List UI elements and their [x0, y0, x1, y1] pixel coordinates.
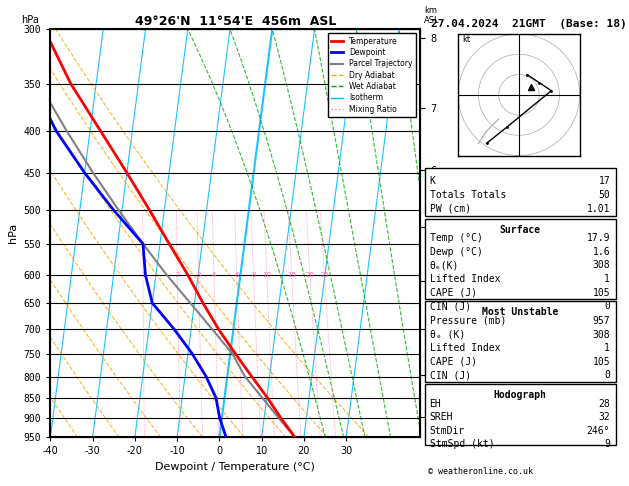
Text: kt: kt: [462, 35, 470, 44]
Text: 6: 6: [235, 272, 239, 278]
Text: CAPE (J): CAPE (J): [430, 357, 477, 367]
Text: 3: 3: [196, 272, 201, 278]
Text: 20: 20: [306, 272, 314, 278]
Text: 28: 28: [598, 399, 610, 409]
Text: Lifted Index: Lifted Index: [430, 274, 500, 284]
Text: 105: 105: [593, 357, 610, 367]
Text: hPa: hPa: [21, 15, 38, 25]
Text: 50: 50: [598, 190, 610, 200]
Text: 1: 1: [604, 274, 610, 284]
Text: 1.01: 1.01: [587, 204, 610, 214]
Text: Surface: Surface: [499, 225, 541, 235]
Title: 49°26'N  11°54'E  456m  ASL: 49°26'N 11°54'E 456m ASL: [135, 15, 336, 28]
Text: 246°: 246°: [587, 426, 610, 436]
Text: CIN (J): CIN (J): [430, 301, 470, 312]
Text: 27.04.2024  21GMT  (Base: 18): 27.04.2024 21GMT (Base: 18): [431, 19, 626, 30]
Text: 8: 8: [251, 272, 256, 278]
Text: StmSpd (kt): StmSpd (kt): [430, 439, 494, 450]
Text: 10: 10: [262, 272, 271, 278]
Text: LCL: LCL: [428, 349, 443, 358]
Text: θₑ (K): θₑ (K): [430, 330, 465, 340]
Text: 4: 4: [212, 272, 216, 278]
Text: 17: 17: [598, 176, 610, 187]
Text: 32: 32: [598, 412, 610, 422]
Text: CIN (J): CIN (J): [430, 370, 470, 381]
Text: Totals Totals: Totals Totals: [430, 190, 506, 200]
Text: 1: 1: [141, 272, 145, 278]
X-axis label: Dewpoint / Temperature (°C): Dewpoint / Temperature (°C): [155, 462, 315, 472]
Text: Temp (°C): Temp (°C): [430, 233, 482, 243]
Text: Most Unstable: Most Unstable: [482, 307, 559, 317]
Text: CAPE (J): CAPE (J): [430, 288, 477, 298]
Text: 9: 9: [604, 439, 610, 450]
Text: StmDir: StmDir: [430, 426, 465, 436]
Text: K: K: [430, 176, 435, 187]
Text: 15: 15: [287, 272, 296, 278]
Text: Pressure (mb): Pressure (mb): [430, 316, 506, 326]
Text: θₑ(K): θₑ(K): [430, 260, 459, 271]
Text: km
ASL: km ASL: [424, 6, 440, 25]
Text: SREH: SREH: [430, 412, 453, 422]
Text: 0: 0: [604, 301, 610, 312]
Text: 308: 308: [593, 330, 610, 340]
Y-axis label: hPa: hPa: [8, 223, 18, 243]
Text: Hodograph: Hodograph: [494, 390, 547, 400]
Text: 1.6: 1.6: [593, 247, 610, 257]
Text: Lifted Index: Lifted Index: [430, 343, 500, 353]
Text: 1: 1: [604, 343, 610, 353]
Text: PW (cm): PW (cm): [430, 204, 470, 214]
Text: 957: 957: [593, 316, 610, 326]
Text: 308: 308: [593, 260, 610, 271]
Text: EH: EH: [430, 399, 442, 409]
Text: 105: 105: [593, 288, 610, 298]
Text: 0: 0: [604, 370, 610, 381]
Text: 25: 25: [320, 272, 329, 278]
Text: © weatheronline.co.uk: © weatheronline.co.uk: [428, 467, 533, 476]
Text: Dewp (°C): Dewp (°C): [430, 247, 482, 257]
Legend: Temperature, Dewpoint, Parcel Trajectory, Dry Adiabat, Wet Adiabat, Isotherm, Mi: Temperature, Dewpoint, Parcel Trajectory…: [328, 33, 416, 117]
Text: 2: 2: [175, 272, 179, 278]
Text: 17.9: 17.9: [587, 233, 610, 243]
